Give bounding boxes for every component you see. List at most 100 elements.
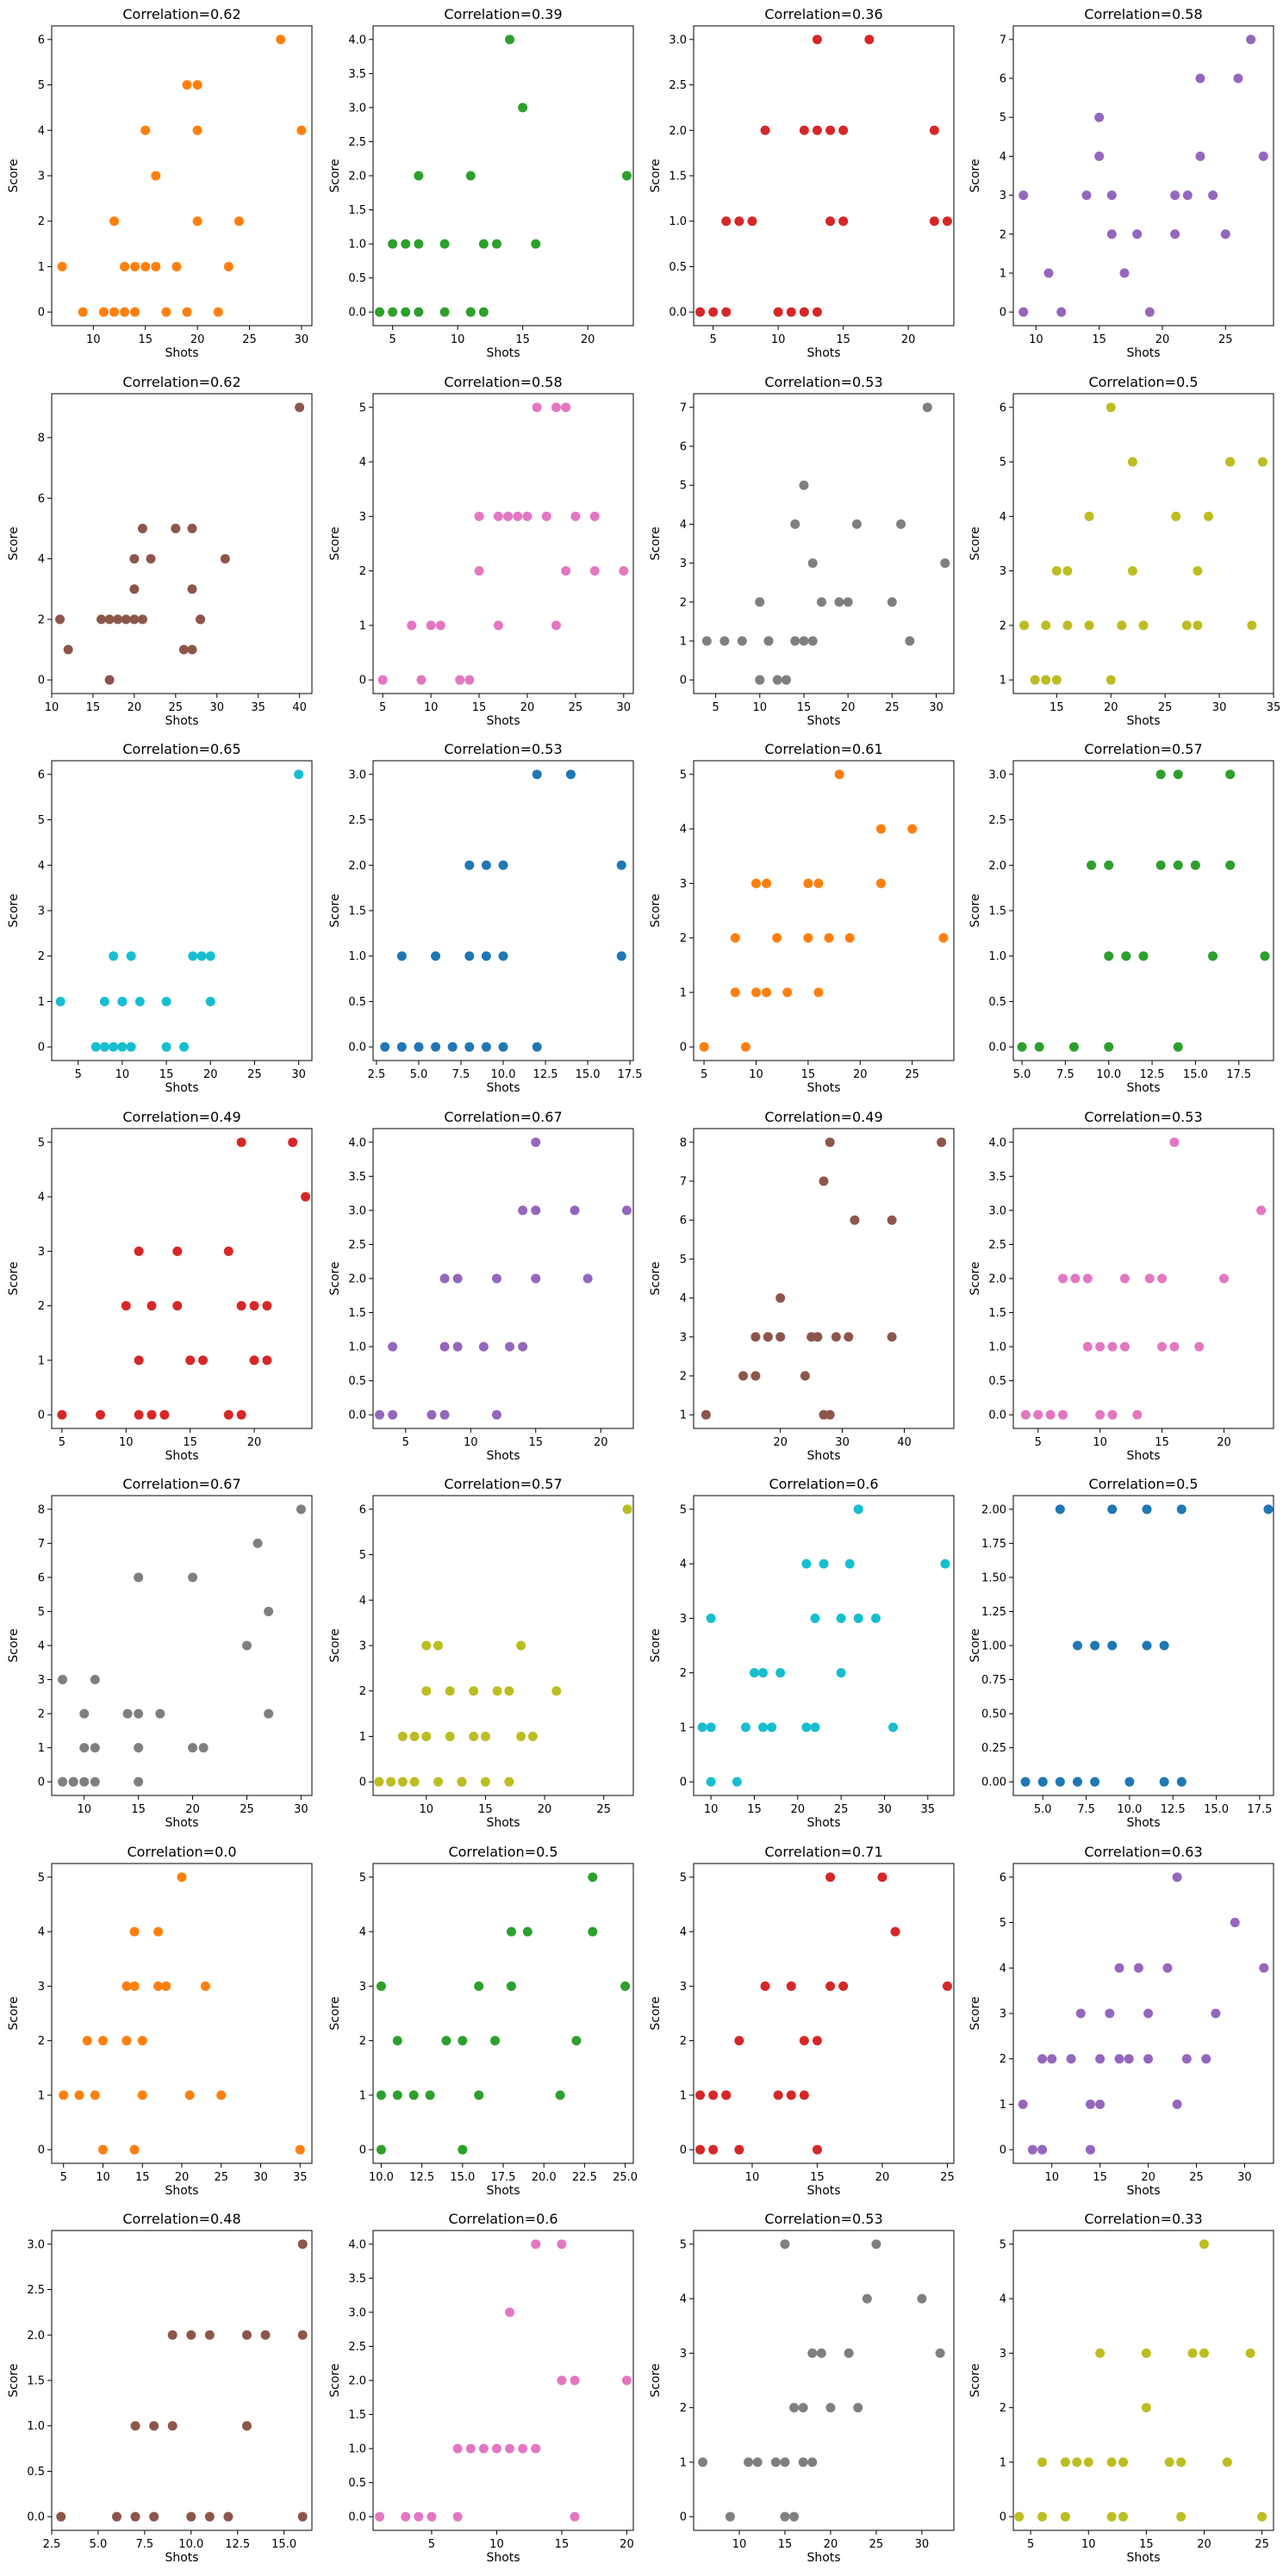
scatter-point (187, 523, 197, 533)
x-axis-label: Shots (807, 2551, 840, 2565)
y-tick-label: 3 (1000, 2348, 1006, 2361)
scatter-point (803, 933, 813, 943)
x-tick-label: 15 (138, 333, 153, 346)
y-tick-label: 4 (680, 1292, 687, 1305)
x-tick-label: 17.5 (491, 2171, 516, 2184)
subplot-title: Correlation=0.53 (444, 741, 562, 757)
y-axis-label: Score (7, 1261, 21, 1295)
x-tick-label: 15 (135, 2171, 150, 2184)
y-tick-label: 4.0 (348, 1136, 366, 1149)
scatter-point (844, 933, 855, 943)
scatter-point (755, 597, 765, 607)
scatter-point (134, 1572, 144, 1583)
y-tick-label: 1.25 (981, 1606, 1006, 1619)
x-tick-label: 10.0 (1117, 1803, 1142, 1816)
scatter-point (616, 860, 626, 870)
scatter-point (825, 1409, 835, 1420)
scatter-point (1143, 2054, 1154, 2064)
y-tick-label: 8 (680, 1136, 687, 1149)
scatter-point (55, 614, 65, 625)
scatter-point (772, 933, 782, 943)
scatter-point (836, 1668, 846, 1678)
x-tick-label: 30 (253, 2171, 268, 2184)
y-tick-label: 1.5 (988, 905, 1006, 918)
subplot-title: Correlation=0.71 (764, 1844, 882, 1860)
scatter-point (890, 1926, 900, 1937)
y-tick-label: 4.0 (348, 2238, 366, 2251)
y-tick-label: 6 (1000, 73, 1006, 86)
y-tick-label: 4 (38, 1926, 45, 1939)
scatter-point (414, 239, 424, 249)
scatter-point (149, 2421, 159, 2431)
scatter-point (1114, 1963, 1124, 1973)
y-tick-label: 2.5 (669, 79, 687, 92)
y-axis-label: Score (649, 1996, 663, 2030)
scatter-point (752, 2457, 763, 2467)
y-tick-label: 1.0 (27, 2420, 45, 2433)
subplot-25: Correlation=0.48 2.5 5.0 7.5 10.0 12.5 15.0 0.0… (7, 2211, 313, 2565)
scatter-point (1106, 2457, 1117, 2467)
scatter-point (79, 1708, 90, 1719)
x-axis-label: Shots (486, 346, 520, 360)
scatter-point (760, 125, 770, 135)
x-tick-label: 10 (732, 2538, 747, 2551)
scatter-point (134, 1776, 144, 1787)
x-tick-label: 25 (869, 2538, 884, 2551)
x-tick-label: 20 (203, 1068, 218, 1081)
y-tick-label: 0 (680, 675, 687, 688)
scatter-point (834, 769, 844, 780)
x-axis-label: Shots (486, 1081, 520, 1095)
scatter-point (1124, 1776, 1135, 1787)
scatter-point (763, 636, 774, 646)
y-tick-label: 0.0 (348, 2511, 366, 2524)
scatter-point (96, 1409, 106, 1420)
x-tick-label: 10.0 (1096, 1068, 1121, 1081)
scatter-point (518, 2443, 528, 2454)
scatter-point (1058, 1409, 1068, 1420)
scatter-point (452, 2511, 463, 2522)
scatter-point (1018, 307, 1029, 317)
plot-frame (1012, 760, 1274, 1061)
scatter-point (1263, 1504, 1274, 1515)
scatter-point (505, 34, 515, 45)
scatter-point (121, 614, 131, 625)
scatter-point (734, 2036, 744, 2046)
scatter-point (401, 239, 411, 249)
scatter-point (1218, 1273, 1229, 1284)
y-tick-label: 2 (38, 215, 45, 228)
y-tick-label: 1 (38, 996, 45, 1009)
scatter-point (1142, 1640, 1152, 1651)
scatter-point (532, 769, 542, 780)
scatter-point (161, 1981, 171, 1991)
subplot-title: Correlation=0.62 (122, 6, 240, 22)
x-tick-label: 5 (1027, 2538, 1034, 2551)
scatter-point (196, 614, 206, 625)
scatter-point (758, 1668, 769, 1678)
y-tick-label: 3 (680, 557, 687, 570)
y-tick-label: 4 (359, 1926, 366, 1939)
scatter-point (216, 2090, 227, 2100)
y-tick-label: 0.5 (988, 996, 1006, 1009)
scatter-point (887, 597, 897, 607)
scatter-point (396, 951, 407, 961)
scatter-point (853, 2403, 863, 2413)
scatter-point (90, 1743, 100, 1753)
scatter-point (834, 597, 844, 607)
scatter-point (1190, 860, 1200, 870)
scatter-point (167, 2330, 178, 2340)
x-tick-label: 25 (905, 1068, 919, 1081)
y-tick-label: 1.5 (348, 2409, 366, 2422)
scatter-point (167, 2421, 178, 2431)
subplot-title: Correlation=0.6 (769, 1476, 878, 1492)
scatter-point (555, 2090, 565, 2100)
x-tick-label: 10 (704, 1803, 719, 1816)
scatter-point (121, 1981, 132, 1991)
scatter-point (747, 216, 757, 227)
scatter-point (464, 1042, 475, 1052)
subplot-title: Correlation=0.57 (1084, 741, 1202, 757)
y-tick-label: 5 (359, 1871, 366, 1884)
scatter-point (844, 1332, 854, 1342)
scatter-point (1030, 675, 1040, 685)
x-tick-label: 25 (1255, 2538, 1269, 2551)
scatter-point (90, 1042, 101, 1052)
